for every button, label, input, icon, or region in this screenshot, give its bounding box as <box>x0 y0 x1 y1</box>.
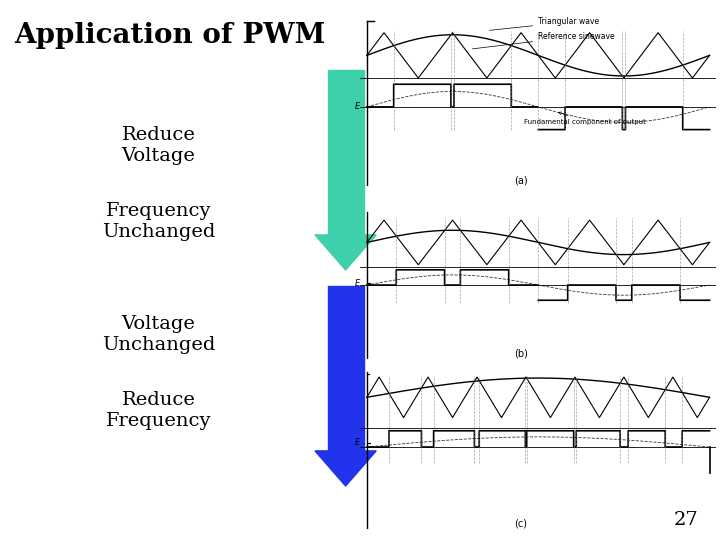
Text: E: E <box>355 103 360 111</box>
Text: Triangular wave: Triangular wave <box>490 17 599 30</box>
Bar <box>328 286 364 451</box>
Text: 27: 27 <box>674 511 698 529</box>
Polygon shape <box>315 451 376 486</box>
Text: Voltage
Unchanged: Voltage Unchanged <box>102 315 215 354</box>
Text: (c): (c) <box>515 518 528 528</box>
Polygon shape <box>315 235 376 270</box>
Text: E: E <box>355 279 360 287</box>
Bar <box>328 70 364 235</box>
Text: (b): (b) <box>514 348 528 358</box>
Text: Reduce
Frequency: Reduce Frequency <box>106 391 211 430</box>
Text: Fundamental component of output: Fundamental component of output <box>524 112 647 125</box>
Text: Application of PWM: Application of PWM <box>14 22 325 49</box>
Text: (a): (a) <box>514 175 528 185</box>
Text: Reduce
Voltage: Reduce Voltage <box>122 126 195 165</box>
Text: Frequency
Unchanged: Frequency Unchanged <box>102 202 215 241</box>
Text: E: E <box>355 438 360 448</box>
Text: Reference sinewave: Reference sinewave <box>472 32 615 49</box>
